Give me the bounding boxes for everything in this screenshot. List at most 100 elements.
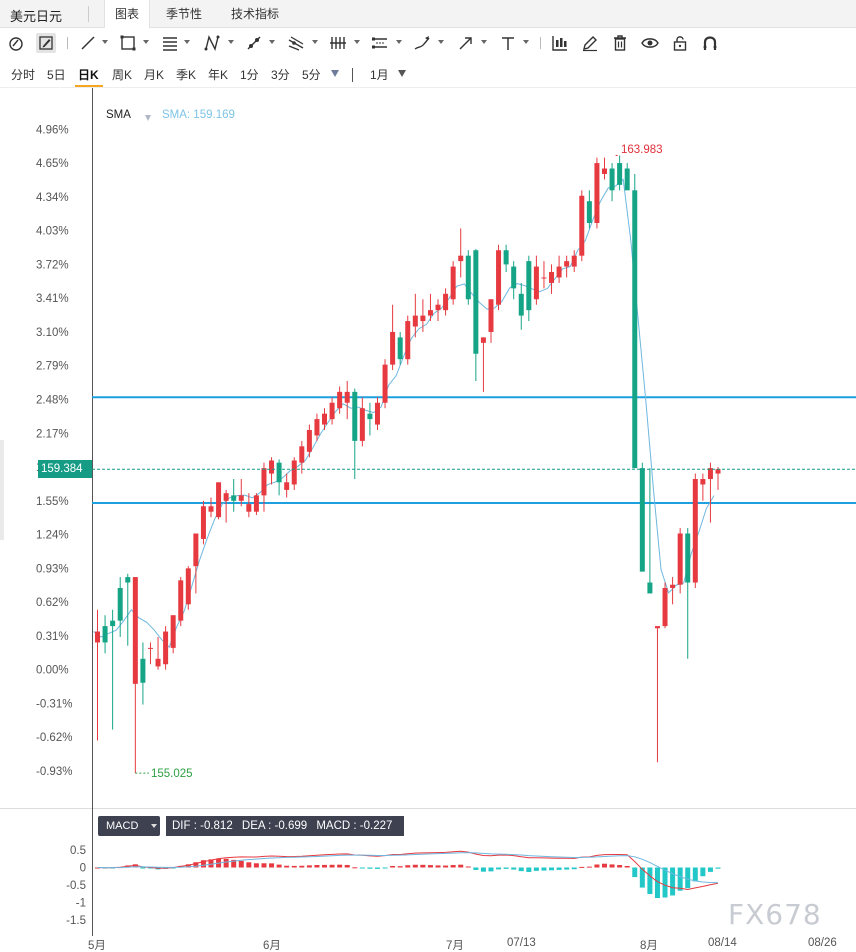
candle <box>518 282 524 330</box>
candle-body <box>601 168 607 174</box>
chevron-down-icon[interactable] <box>312 40 318 44</box>
macd-bar <box>412 864 418 868</box>
period-yearly[interactable]: 年K <box>208 68 229 82</box>
macd-histogram <box>95 858 721 899</box>
macd-bar <box>533 867 539 871</box>
macd-bar <box>390 865 396 868</box>
text-icon[interactable] <box>498 33 518 53</box>
fork-icon[interactable] <box>286 33 306 53</box>
candle <box>208 497 214 518</box>
tab-seasonality[interactable]: 季节性 <box>165 7 202 21</box>
pattern-icon[interactable] <box>202 33 222 53</box>
macd-bar <box>420 864 426 868</box>
candle <box>541 261 547 289</box>
candle <box>238 479 244 507</box>
macd-indicator-button[interactable]: MACD <box>98 816 160 836</box>
chevron-down-icon[interactable] <box>354 40 360 44</box>
period-quarterly[interactable]: 季K <box>176 68 197 82</box>
candle-body <box>700 479 706 485</box>
candle-body <box>261 468 267 496</box>
high-price-label: 163.983 <box>621 144 663 156</box>
macd-bar <box>435 865 441 868</box>
candle <box>609 163 615 202</box>
candle <box>367 402 373 436</box>
edit-icon[interactable] <box>580 33 600 53</box>
candle-body <box>624 168 630 191</box>
candle <box>359 397 365 447</box>
y-axis-ticks: 4.96% 4.65% 4.34% 4.03% 3.72% 3.41% 3.10% 2.79%… <box>36 124 72 778</box>
candle <box>185 566 191 610</box>
candle-body <box>541 277 547 279</box>
candle-body <box>200 506 206 539</box>
tab-indicators[interactable]: 技术指标 <box>230 7 279 21</box>
macd-bar <box>314 864 320 868</box>
range-selector[interactable]: 1月 <box>370 68 389 82</box>
crosshair-icon[interactable] <box>6 33 26 53</box>
chevron-down-icon[interactable] <box>143 40 149 44</box>
macd-y-tick-label: -1 <box>76 898 86 910</box>
candle-body <box>397 337 403 360</box>
chevron-down-icon[interactable] <box>481 40 487 44</box>
pencil-icon[interactable] <box>36 33 56 53</box>
chevron-down-icon[interactable] <box>438 40 444 44</box>
tab-chart[interactable]: 图表 <box>104 0 150 28</box>
candle-body <box>178 580 184 621</box>
period-daily[interactable]: 日K <box>78 68 99 82</box>
fib-icon[interactable] <box>160 33 180 53</box>
period-5day[interactable]: 5日 <box>47 68 66 82</box>
candle <box>117 577 123 637</box>
line-icon[interactable] <box>78 33 98 53</box>
arrow-icon[interactable] <box>456 33 476 53</box>
candle <box>163 626 169 670</box>
period-monthly[interactable]: 月K <box>144 68 165 82</box>
macd-chart[interactable]: 0.5 0 -0.5 -1 -1.5 <box>0 808 856 936</box>
chevron-down-icon[interactable] <box>184 40 190 44</box>
chevron-down-icon[interactable] <box>269 40 275 44</box>
candle-body <box>435 304 441 311</box>
candle <box>654 626 660 763</box>
chart-type-icon[interactable] <box>550 33 570 53</box>
macd-bar <box>140 867 146 869</box>
period-intraday[interactable]: 分时 <box>11 68 36 82</box>
macd-bar <box>586 866 592 868</box>
candle-body <box>163 631 169 665</box>
sma-dropdown-icon[interactable] <box>145 115 151 121</box>
macd-bar <box>397 866 403 868</box>
macd-bar <box>511 867 517 870</box>
more-periods-icon[interactable] <box>331 70 339 77</box>
candle <box>473 249 479 381</box>
period-3min[interactable]: 3分 <box>271 68 290 82</box>
ray-icon[interactable] <box>244 33 264 53</box>
trash-icon[interactable] <box>610 33 630 53</box>
chevron-down-icon[interactable] <box>228 40 234 44</box>
candle-body <box>639 468 645 572</box>
macd-bar <box>541 867 547 871</box>
brush-icon[interactable] <box>412 33 432 53</box>
period-weekly[interactable]: 周K <box>112 68 133 82</box>
candle <box>329 397 335 425</box>
range-dropdown-icon[interactable] <box>398 70 406 77</box>
chevron-down-icon[interactable] <box>396 40 402 44</box>
bars-icon[interactable] <box>328 33 348 53</box>
period-1min[interactable]: 1分 <box>240 68 259 82</box>
period-5min[interactable]: 5分 <box>302 68 321 82</box>
period-divider <box>352 68 353 82</box>
magnet-icon[interactable] <box>700 33 720 53</box>
candle <box>511 261 517 300</box>
watermark-logo: FX678 <box>728 898 822 931</box>
panel-collapse-handle[interactable] <box>0 440 4 540</box>
chevron-down-icon[interactable] <box>523 40 529 44</box>
chevron-down-icon[interactable] <box>102 40 108 44</box>
channel-icon[interactable] <box>370 33 390 53</box>
candle-body <box>223 493 229 501</box>
macd-dropdown-icon[interactable] <box>151 824 157 828</box>
rectangle-icon[interactable] <box>118 33 138 53</box>
candle <box>382 359 388 409</box>
eye-icon[interactable] <box>640 33 660 53</box>
sma-indicator-name[interactable]: SMA <box>106 109 131 121</box>
candle-body <box>609 168 615 191</box>
macd-bar <box>238 860 244 868</box>
lock-icon[interactable] <box>670 33 690 53</box>
price-chart[interactable]: 4.96% 4.65% 4.34% 4.03% 3.72% 3.41% 3.10% 2.79%… <box>0 88 856 808</box>
macd-bar <box>359 867 365 869</box>
